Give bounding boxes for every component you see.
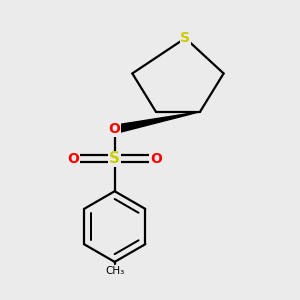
Text: O: O [150,152,162,166]
Text: S: S [180,31,190,45]
Text: S: S [109,151,120,166]
Polygon shape [114,112,200,134]
Text: O: O [68,152,80,166]
Text: CH₃: CH₃ [105,266,124,276]
Text: O: O [109,122,121,136]
